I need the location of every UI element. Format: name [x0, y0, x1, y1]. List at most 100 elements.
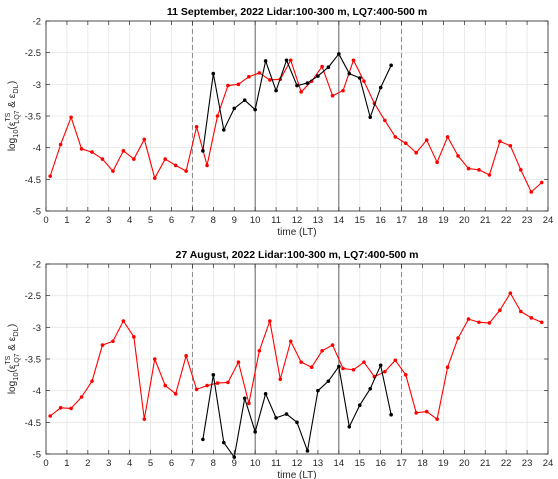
ylabel-log: log	[7, 138, 18, 151]
x-tick-label: 11	[271, 458, 281, 469]
data-point	[337, 364, 341, 369]
data-point	[90, 150, 94, 154]
data-point	[58, 405, 63, 410]
data-point	[142, 417, 147, 421]
y-tick-label: -3	[33, 323, 41, 334]
ylabel-paren-close: )	[7, 81, 18, 84]
data-point	[305, 81, 310, 85]
data-point	[498, 308, 502, 313]
ylabel-sup1: TS	[5, 112, 12, 121]
data-point	[508, 143, 513, 148]
data-point	[383, 118, 387, 123]
data-point	[132, 157, 136, 161]
x-tick-label: 24	[543, 458, 554, 469]
ylabel-eps2: ε	[7, 93, 18, 98]
data-point	[487, 173, 492, 177]
ylabel-paren-open: (	[7, 125, 18, 129]
tick-labels: 0 1 2 3 4 5 6 7 8 9 10 11 12 13 14 15 16 17 18 19 20 21 22 23 24…	[25, 17, 554, 227]
data-point	[184, 169, 188, 173]
y-tick-label: -2	[33, 17, 41, 28]
x-tick-label: 5	[148, 458, 153, 469]
data-point	[236, 360, 241, 364]
series-line-0	[49, 292, 542, 420]
data-point	[278, 377, 283, 382]
x-tick-label: 7	[190, 458, 195, 469]
data-point	[362, 79, 366, 83]
data-point	[529, 190, 534, 194]
x-tick-label: 19	[438, 458, 449, 469]
x-tick-label: 17	[396, 215, 407, 226]
x-tick-label: 7	[190, 215, 195, 226]
data-point	[362, 360, 366, 364]
x-tick-label: 24	[543, 215, 554, 226]
x-tick-label: 8	[211, 458, 216, 469]
data-point	[48, 414, 52, 418]
data-point	[316, 388, 320, 393]
ylabel-sub2: DL	[11, 327, 20, 337]
data-point	[58, 142, 63, 147]
ylabel-sub2: DL	[11, 84, 20, 94]
data-point	[215, 381, 220, 385]
data-point	[69, 115, 73, 120]
x-tick-label: 21	[480, 458, 491, 469]
y-tick-label: -2	[33, 260, 41, 271]
x-tick-label: 9	[232, 458, 237, 469]
x-axis-label: time (LT)	[277, 470, 316, 479]
data-point	[121, 149, 126, 153]
data-point	[226, 380, 230, 385]
x-tick-label: 16	[375, 215, 386, 226]
x-tick-label: 5	[148, 215, 153, 226]
x-tick-label: 22	[501, 215, 512, 226]
data-point	[466, 317, 471, 321]
x-tick-label: 0	[43, 215, 48, 226]
data-point	[121, 319, 126, 323]
ylabel-eps1: ε	[7, 121, 18, 126]
data-point	[414, 411, 419, 415]
x-tick-label: 18	[417, 458, 428, 469]
data-point	[163, 157, 168, 161]
y-tick-label: -5	[33, 450, 41, 461]
ylabel-paren-close: )	[7, 324, 18, 327]
data-point	[299, 90, 303, 94]
x-tick-label: 22	[501, 458, 512, 469]
data-point	[247, 74, 251, 79]
data-point	[152, 176, 157, 180]
data-point	[351, 58, 356, 63]
tick-marks	[45, 20, 549, 212]
data-point	[90, 379, 94, 383]
data-point	[236, 82, 241, 87]
x-tick-label: 19	[438, 215, 449, 226]
data-point	[389, 63, 393, 68]
data-point	[487, 321, 492, 325]
data-point	[288, 58, 293, 63]
data-point	[305, 449, 310, 453]
x-tick-label: 15	[354, 215, 365, 226]
data-point	[414, 150, 419, 155]
y-tick-label: -3.5	[25, 112, 41, 123]
data-point	[330, 93, 335, 98]
data-point	[539, 180, 544, 185]
y-axis-label: log10(εTS LQ7 & εDL)	[5, 81, 21, 151]
series-line-0	[49, 59, 543, 193]
data-point	[393, 135, 398, 139]
x-tick-label: 15	[354, 458, 365, 469]
data-point	[284, 412, 289, 416]
y-tick-label: -3	[33, 80, 41, 91]
ylabel-amp: &	[7, 341, 18, 353]
chart-panel-bottom: 0 1 2 3 4 5 6 7 8 9 10 11 12 13 14 15 16 17 18 19 20 21 22 23 24…	[5, 249, 553, 479]
tick-marks	[45, 263, 549, 455]
x-tick-label: 18	[417, 215, 428, 226]
data-point	[194, 387, 199, 392]
data-point	[288, 339, 293, 344]
data-point	[132, 335, 136, 339]
x-tick-label: 10	[250, 458, 261, 469]
ylabel-paren-open: (	[7, 368, 18, 372]
x-tick-label: 1	[64, 458, 69, 469]
x-tick-label: 3	[106, 458, 111, 469]
data-point	[221, 440, 226, 445]
data-point	[257, 71, 262, 75]
data-point	[337, 52, 341, 56]
x-tick-label: 9	[232, 215, 237, 226]
data-point	[263, 392, 268, 396]
y-axis-label: log10(εTS LQ7 & εDL)	[5, 324, 21, 394]
